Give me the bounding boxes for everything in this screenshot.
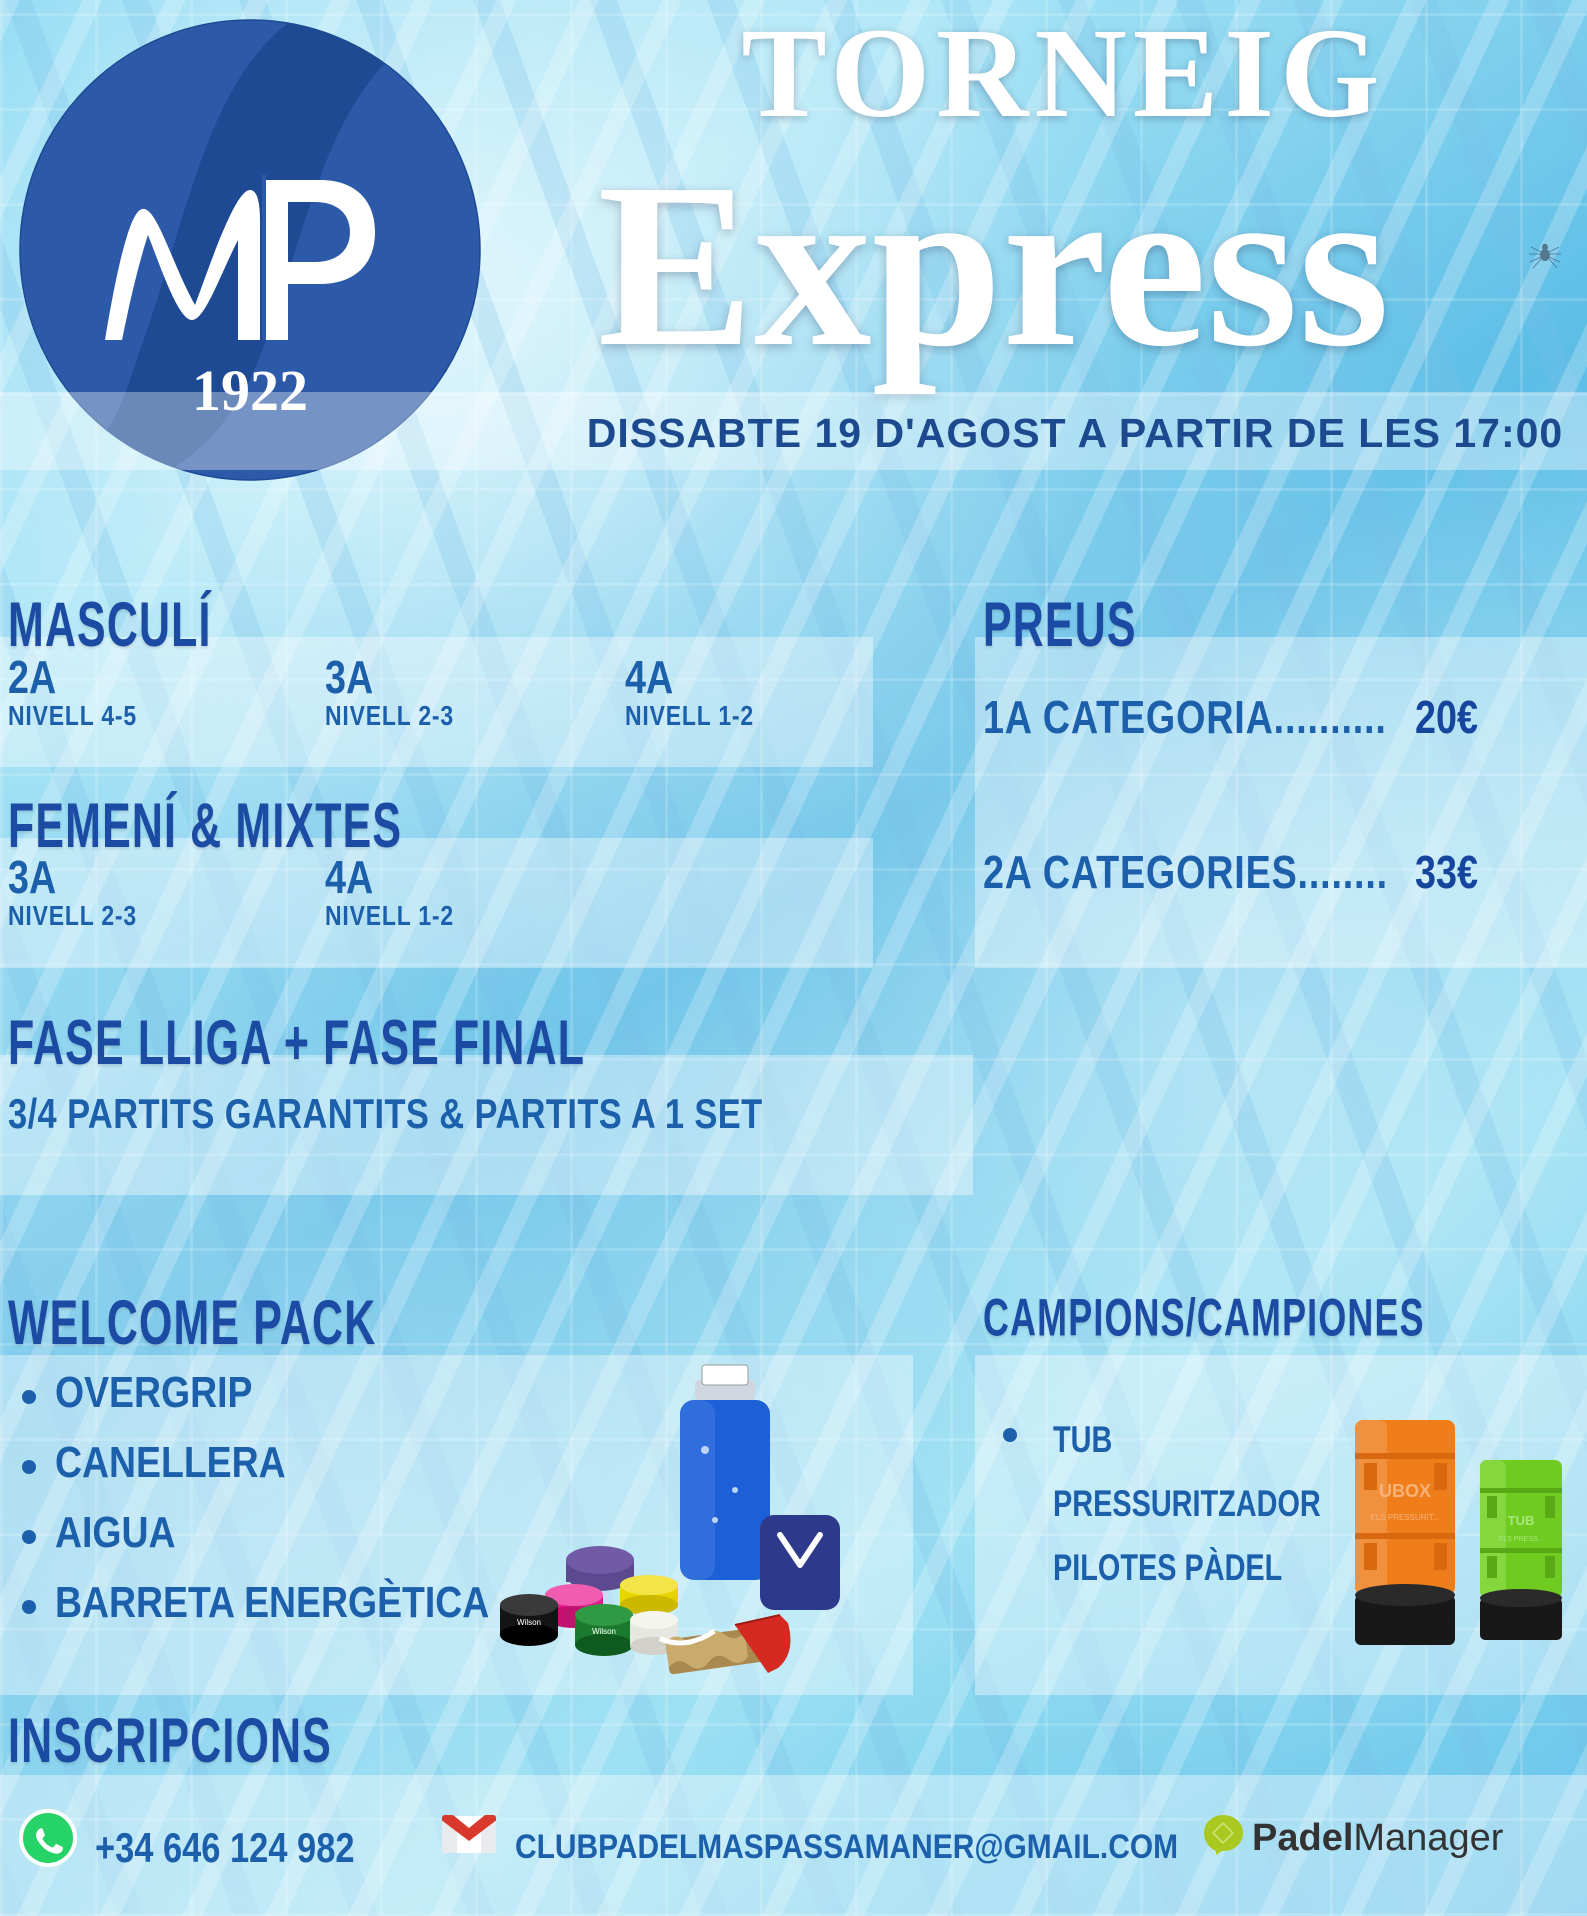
svg-text:ELS PRESS...: ELS PRESS... [1499,1536,1544,1543]
svg-text:UBOX: UBOX [1379,1481,1431,1501]
svg-text:TUB: TUB [1508,1513,1535,1528]
svg-text:Wilson: Wilson [592,1627,616,1636]
svg-text:Wilson: Wilson [517,1618,541,1627]
svg-text:ELS PRESSURIT...: ELS PRESSURIT... [1371,1513,1440,1522]
